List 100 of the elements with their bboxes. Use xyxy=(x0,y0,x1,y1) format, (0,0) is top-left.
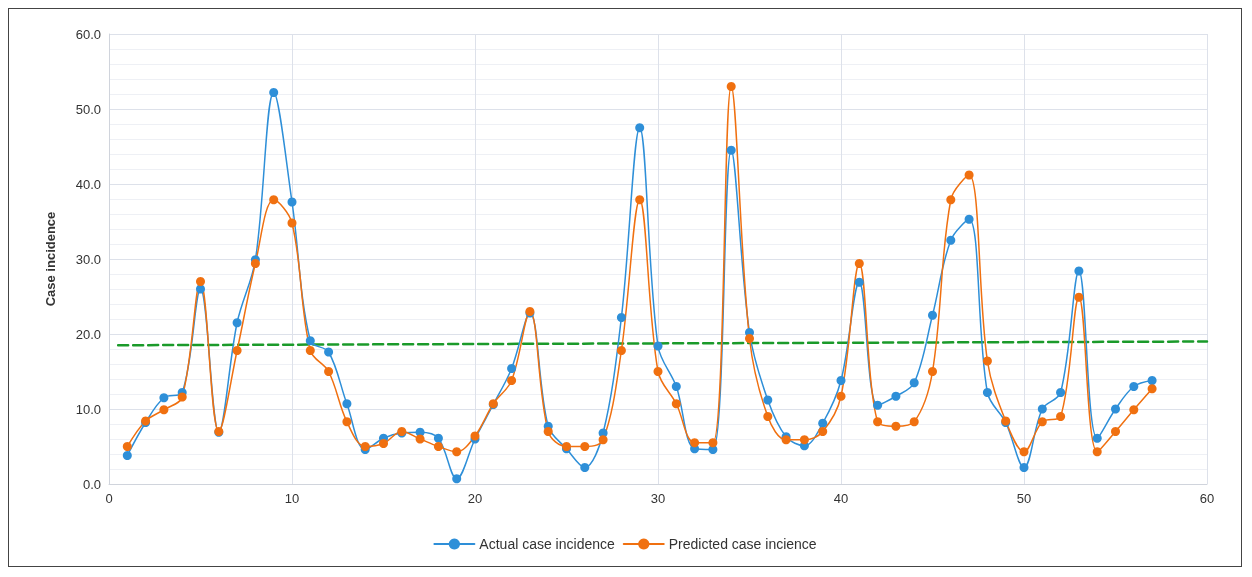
x-tick-label: 0 xyxy=(105,491,113,506)
point xyxy=(653,341,663,351)
point xyxy=(763,395,773,405)
point xyxy=(891,421,901,431)
point xyxy=(671,382,681,391)
point xyxy=(854,259,864,268)
point xyxy=(726,145,736,155)
point xyxy=(1074,266,1084,276)
point xyxy=(1019,463,1029,472)
point xyxy=(964,170,974,180)
x-tick-label: 40 xyxy=(833,491,849,506)
point xyxy=(690,438,700,448)
point xyxy=(745,334,754,343)
point xyxy=(726,82,736,91)
point xyxy=(122,451,132,460)
point xyxy=(799,435,809,445)
x-tick-label: 30 xyxy=(650,491,666,506)
point xyxy=(159,405,169,415)
point xyxy=(909,417,919,427)
point xyxy=(122,442,132,451)
point xyxy=(287,197,297,207)
point xyxy=(1111,427,1120,436)
point xyxy=(635,195,645,205)
point xyxy=(269,195,279,205)
point xyxy=(873,400,883,410)
point xyxy=(818,418,828,428)
point xyxy=(598,435,608,445)
point xyxy=(379,439,388,448)
point xyxy=(452,447,462,457)
point xyxy=(324,347,334,357)
point xyxy=(708,438,718,448)
point xyxy=(928,310,937,320)
point xyxy=(1092,433,1102,443)
y-tick-label: 30.0 xyxy=(75,251,101,267)
x-tick-label: 60 xyxy=(1199,491,1215,506)
point xyxy=(196,277,205,286)
x-tick-label: 50 xyxy=(1016,491,1032,506)
y-tick-label: 40.0 xyxy=(75,176,101,192)
point xyxy=(891,391,901,401)
point xyxy=(1019,447,1029,457)
point xyxy=(1056,412,1066,421)
point xyxy=(342,399,352,409)
point xyxy=(928,367,937,376)
point xyxy=(433,433,443,443)
point xyxy=(342,417,352,427)
point xyxy=(836,376,846,385)
point xyxy=(616,346,626,355)
point xyxy=(946,195,956,205)
x-tick-label: 20 xyxy=(467,491,483,506)
point xyxy=(653,367,663,376)
point xyxy=(1111,404,1120,414)
point xyxy=(854,277,864,287)
point xyxy=(250,259,260,268)
point xyxy=(507,376,517,385)
point xyxy=(507,364,517,373)
x-tick-label: 10 xyxy=(284,491,300,506)
point xyxy=(269,88,279,97)
point xyxy=(909,378,919,388)
y-tick-label: 0.0 xyxy=(82,476,101,492)
point xyxy=(818,427,828,436)
point xyxy=(580,442,590,451)
point xyxy=(580,463,590,472)
point xyxy=(1037,417,1047,427)
point xyxy=(287,218,297,228)
point xyxy=(1147,376,1157,385)
point xyxy=(982,356,992,366)
y-tick-label: 60.0 xyxy=(75,26,101,42)
point xyxy=(964,214,974,224)
point xyxy=(635,123,645,133)
point xyxy=(452,474,462,484)
point xyxy=(763,412,773,421)
y-tick-label: 20.0 xyxy=(75,326,101,342)
point xyxy=(159,393,169,403)
point xyxy=(616,313,626,322)
point xyxy=(415,434,425,444)
point xyxy=(1147,384,1157,394)
point xyxy=(1129,382,1139,391)
y-tick-label: 50.0 xyxy=(75,101,101,117)
point xyxy=(232,346,242,355)
point xyxy=(1092,447,1102,457)
point xyxy=(836,391,846,401)
point xyxy=(946,235,956,245)
point xyxy=(543,427,553,436)
point xyxy=(305,346,315,355)
point xyxy=(305,336,315,346)
point xyxy=(1129,405,1139,415)
point xyxy=(982,388,992,397)
point xyxy=(1037,404,1047,414)
point xyxy=(232,318,242,328)
point xyxy=(433,442,443,451)
point xyxy=(324,367,334,376)
point xyxy=(873,417,883,427)
point xyxy=(1056,388,1066,397)
legend-label: Actual case incidence xyxy=(479,536,615,552)
point xyxy=(196,284,205,294)
legend-label: Predicted case incience xyxy=(668,536,817,552)
y-axis-title: Case incidence xyxy=(43,211,58,307)
point xyxy=(177,392,187,402)
point xyxy=(1074,292,1084,302)
y-tick-label: 10.0 xyxy=(75,401,101,417)
